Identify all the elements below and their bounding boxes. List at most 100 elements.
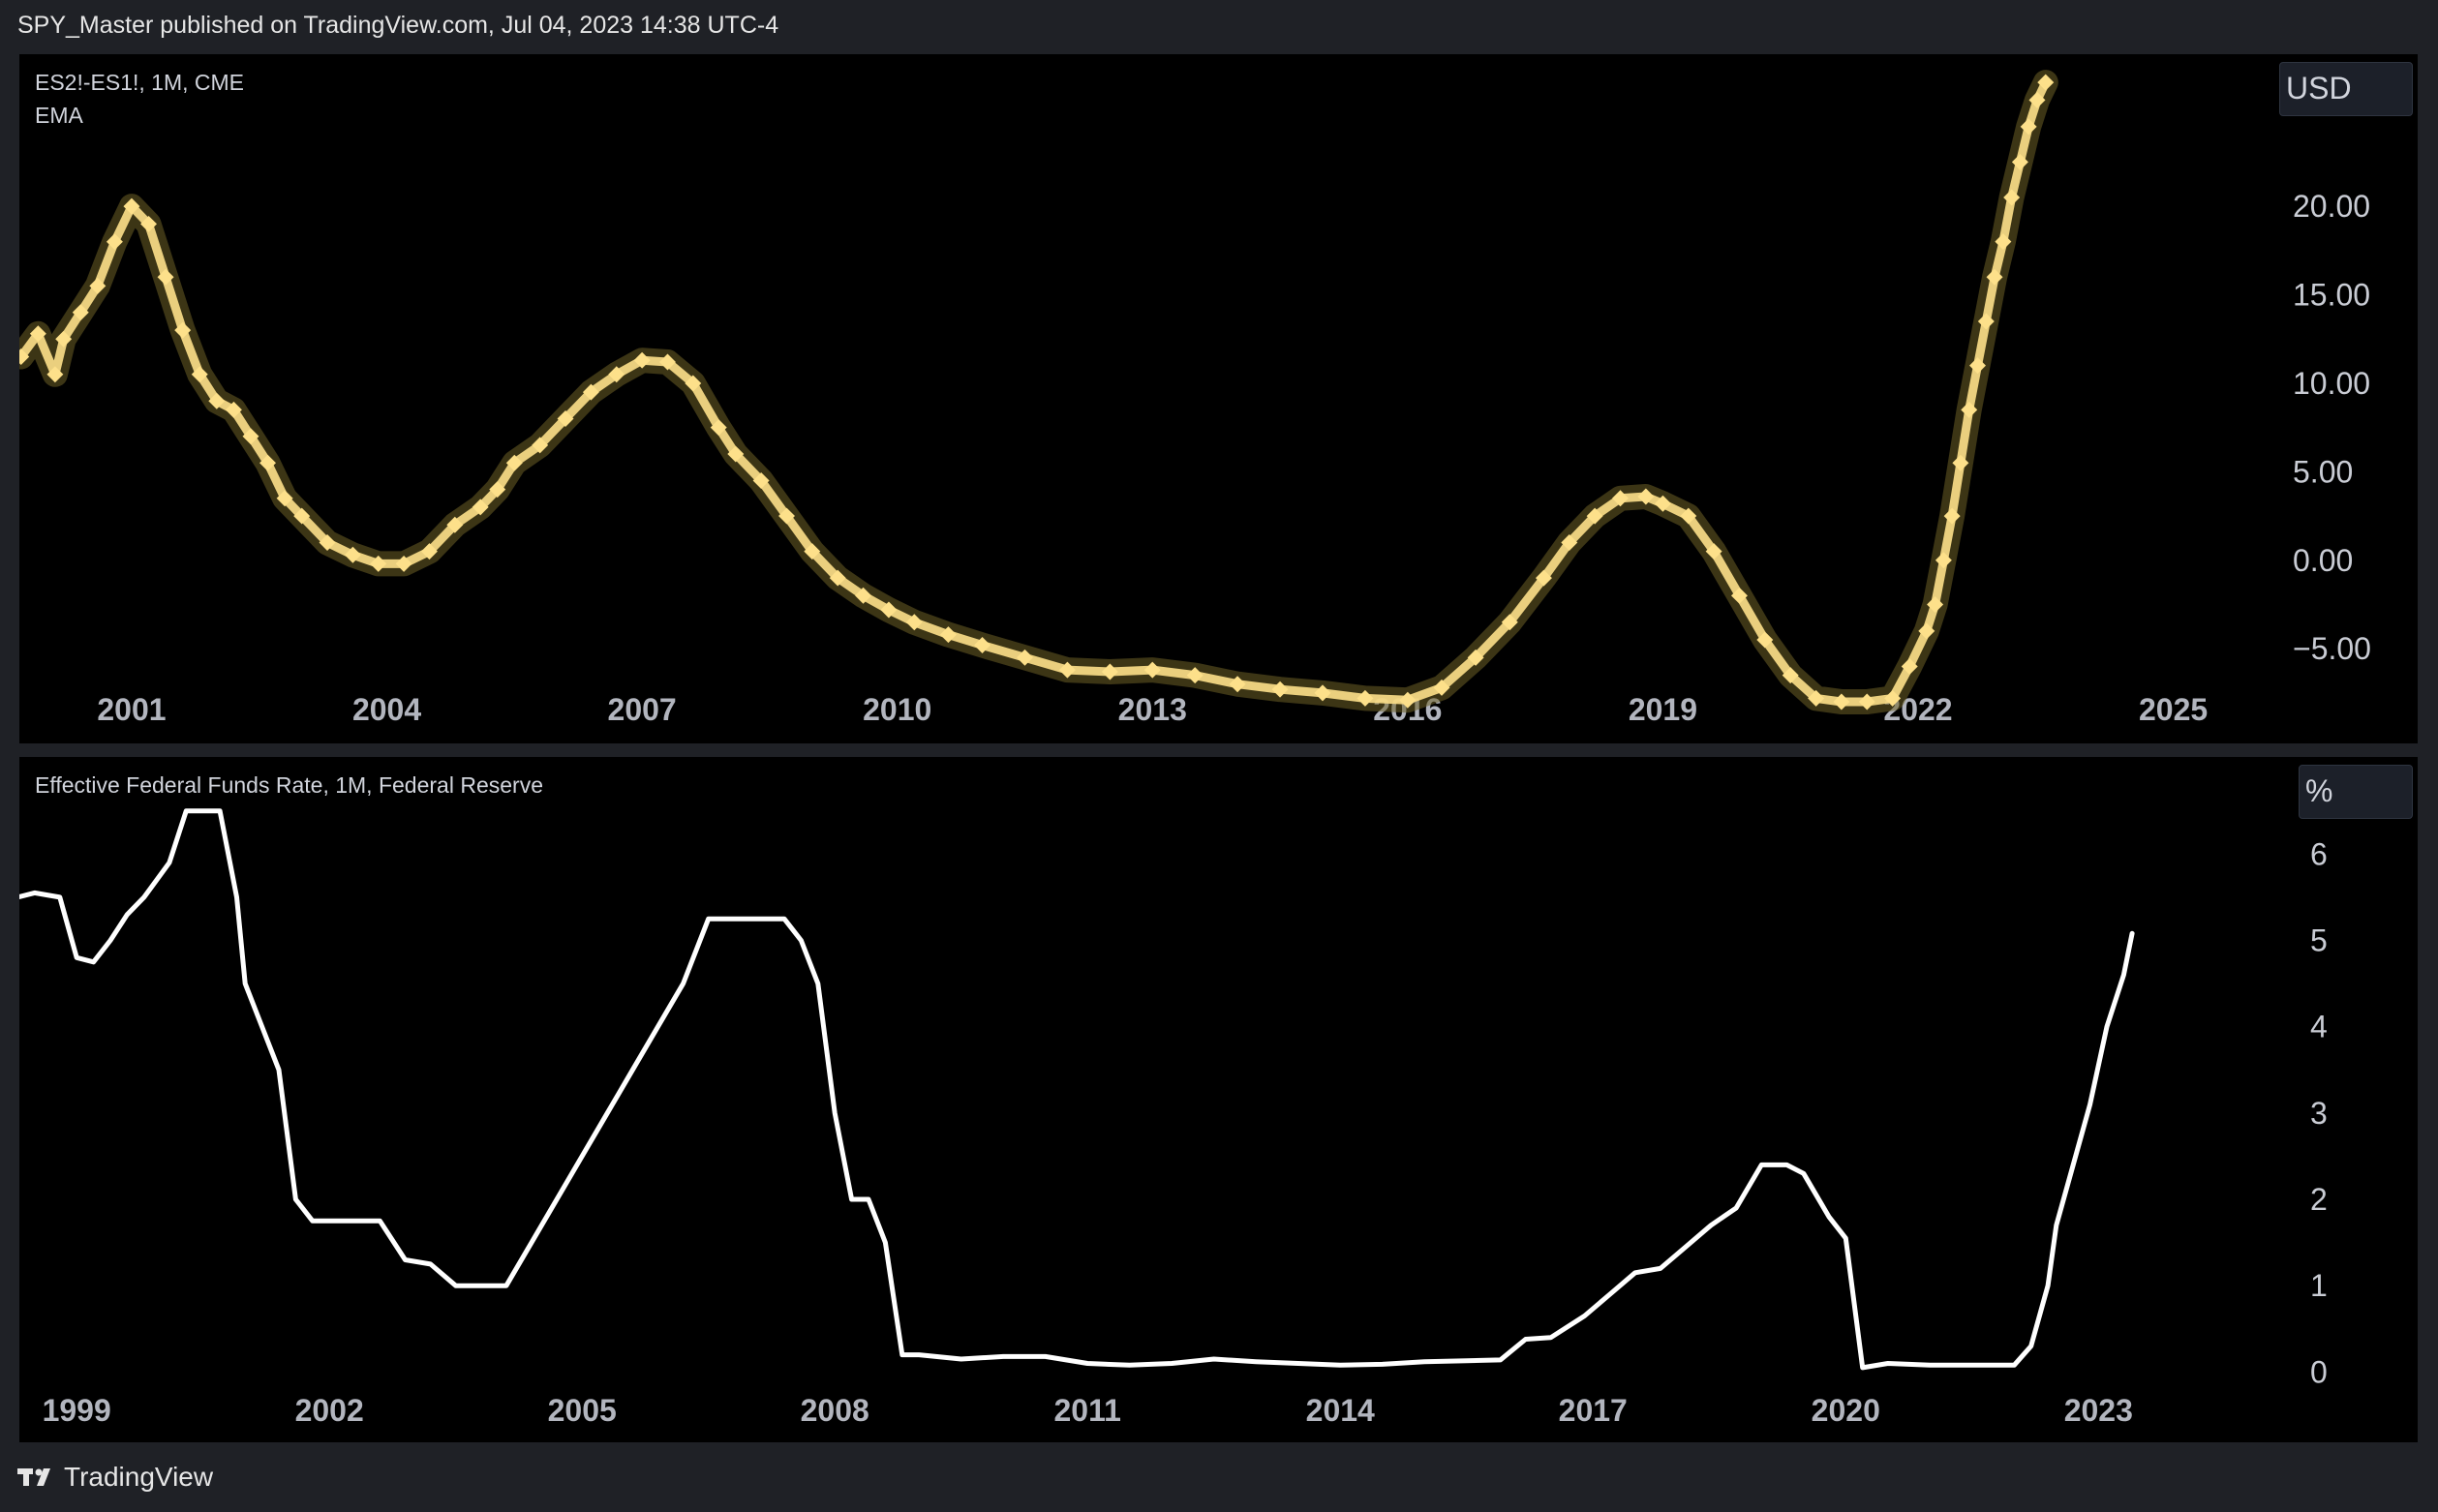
series-point: [191, 366, 208, 383]
series-point: [1399, 691, 1417, 709]
series-point: [446, 516, 464, 533]
fed-funds-chart-pane[interactable]: Effective Federal Funds Rate, 1M, Federa…: [19, 757, 2418, 1442]
x-tick-label: 2020: [1812, 1393, 1880, 1428]
series-point: [582, 383, 599, 401]
series-point: [293, 507, 311, 525]
series-point: [1680, 507, 1697, 525]
series-point: [829, 569, 846, 587]
series-point: [557, 410, 574, 428]
series-point: [1271, 680, 1289, 698]
series-point: [472, 499, 489, 516]
series-point: [1433, 679, 1450, 696]
series-point: [1927, 595, 1944, 613]
series-point: [123, 197, 140, 215]
x-tick-label: 2005: [548, 1393, 617, 1428]
x-tick-label: 2004: [352, 692, 421, 727]
y-tick-label: 0: [2310, 1354, 2328, 1389]
series-point: [658, 353, 676, 371]
series-point: [1808, 689, 1825, 707]
series-point: [880, 601, 898, 619]
series-point: [1918, 622, 1935, 640]
series-point: [242, 428, 259, 445]
x-tick-label: 1999: [43, 1393, 111, 1428]
y-tick-label: 20.00: [2293, 189, 2370, 224]
series-point: [1730, 587, 1748, 604]
series-point: [939, 626, 957, 644]
footer-brand-label: TradingView: [64, 1462, 214, 1492]
x-tick-label: 2011: [1054, 1393, 1121, 1428]
series-point: [1654, 495, 1671, 512]
fed-funds-legend: Effective Federal Funds Rate, 1M, Federa…: [35, 769, 543, 801]
x-tick-label: 2007: [608, 692, 677, 727]
percent-unit-badge[interactable]: %: [2299, 765, 2413, 819]
y-tick-label: 0.00: [2293, 543, 2353, 578]
series-point: [1961, 401, 1978, 418]
series-point: [974, 637, 991, 653]
series-point: [1977, 313, 1995, 330]
spread-legend-indicator[interactable]: EMA: [35, 103, 83, 128]
publisher-header: SPY_Master published on TradingView.com,…: [17, 12, 779, 39]
series-point: [2011, 153, 2028, 170]
x-tick-label: 2008: [801, 1393, 869, 1428]
y-tick-label: 15.00: [2293, 278, 2370, 313]
series-point: [905, 614, 923, 631]
series-point: [2020, 118, 2037, 136]
series-point: [1314, 684, 1331, 702]
series-point: [1756, 631, 1774, 649]
x-tick-label: 2010: [863, 692, 931, 727]
series-point: [1501, 614, 1518, 631]
series-point: [685, 375, 702, 392]
x-tick-label: 2002: [295, 1393, 364, 1428]
x-tick-label: 2019: [1629, 692, 1697, 727]
series-point: [489, 481, 506, 499]
series-point: [1884, 689, 1902, 707]
series-point: [710, 419, 727, 437]
x-tick-label: 2013: [1118, 692, 1187, 727]
tradingview-logo-icon: [17, 1467, 56, 1488]
series-point: [174, 321, 192, 339]
series-point: [2028, 91, 2046, 108]
series-point: [727, 445, 745, 463]
y-tick-label: 6: [2310, 836, 2328, 871]
series-point: [1935, 552, 1952, 569]
y-tick-label: 4: [2310, 1010, 2328, 1044]
y-tick-label: 3: [2310, 1096, 2328, 1131]
y-tick-label: 1: [2310, 1268, 2328, 1303]
x-tick-label: 2017: [1559, 1393, 1628, 1428]
spread-chart-pane[interactable]: ES2!-ES1!, 1M, CME EMA USD 2001 2004 2007 2…: [19, 54, 2418, 743]
series-point: [1858, 693, 1875, 711]
series-point: [1016, 649, 1033, 666]
x-tick-label: 2014: [1306, 1393, 1375, 1428]
spread-legend-symbol[interactable]: ES2!-ES1!, 1M, CME: [35, 70, 245, 95]
series-point: [259, 454, 277, 471]
y-tick-label: 2: [2310, 1182, 2328, 1217]
series-point: [532, 437, 549, 454]
footer-brand[interactable]: TradingView: [17, 1462, 213, 1493]
series-point: [505, 454, 523, 471]
series-point: [1101, 663, 1118, 680]
x-tick-label: 2025: [2139, 692, 2208, 727]
y-tick-label: −5.00: [2293, 631, 2371, 666]
series-point: [1356, 689, 1374, 707]
y-tick-label: 10.00: [2293, 366, 2370, 401]
series-point: [1901, 657, 1918, 675]
spread-legend: ES2!-ES1!, 1M, CME EMA: [35, 66, 244, 132]
fed-funds-chart-svg: 1999 2002 2005 2008 2011 2014 2017 2020 2023 6 5 4 3…: [19, 808, 2328, 1428]
y-tick-label: 5: [2310, 922, 2328, 957]
fed-funds-legend-symbol[interactable]: Effective Federal Funds Rate, 1M, Federa…: [35, 772, 543, 798]
series-point: [752, 472, 770, 490]
series-point: [1058, 661, 1076, 679]
series-glow: [19, 70, 2058, 714]
x-tick-label: 2023: [2064, 1393, 2133, 1428]
series-point: [1143, 661, 1161, 679]
series-point: [370, 555, 387, 572]
series-point: [1833, 693, 1850, 711]
y-tick-label: 5.00: [2293, 454, 2353, 489]
x-tick-label: 2001: [97, 692, 166, 727]
series-point: [208, 392, 226, 409]
series-line: [19, 808, 2135, 1371]
series-point: [395, 555, 412, 572]
currency-unit-badge[interactable]: USD: [2279, 62, 2413, 116]
series-point: [46, 366, 64, 383]
series-point: [225, 401, 242, 418]
